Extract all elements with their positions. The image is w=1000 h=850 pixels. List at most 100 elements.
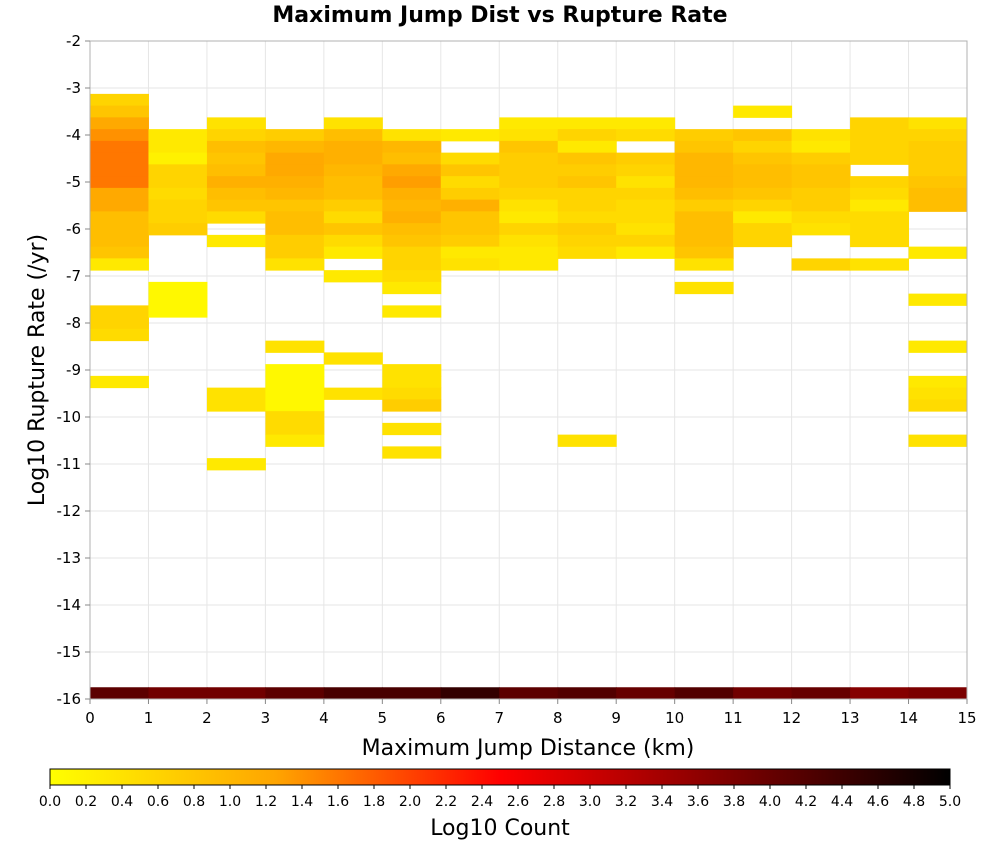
colorbar-label: Log10 Count [430, 816, 570, 841]
heatmap-bottom-cell [733, 687, 793, 699]
heatmap-cell [674, 140, 734, 154]
heatmap-cell [382, 387, 442, 400]
heatmap-cell [206, 199, 266, 212]
heatmap-cell [265, 140, 325, 154]
heatmap-cell [850, 234, 910, 248]
heatmap-cell [674, 199, 734, 212]
heatmap-cell [206, 164, 266, 177]
heatmap-cell [206, 234, 266, 248]
heatmap-cell [206, 152, 266, 165]
heatmap-cell [90, 164, 149, 177]
heatmap-bottom-cell [440, 687, 500, 699]
heatmap-cell [499, 211, 559, 224]
heatmap-cell [499, 117, 559, 130]
heatmap-cell [499, 140, 559, 154]
x-tick-label: 7 [494, 709, 504, 727]
heatmap-cell [499, 234, 559, 248]
heatmap-bottom-cell [850, 687, 910, 699]
heatmap-cell [323, 176, 383, 189]
heatmap-cell [440, 234, 500, 248]
heatmap-cell [265, 176, 325, 189]
heatmap-cell [850, 199, 910, 212]
x-tick-label: 8 [553, 709, 563, 727]
heatmap-cell [908, 152, 968, 165]
heatmap-cell [733, 211, 793, 224]
heatmap-cell [382, 211, 442, 224]
heatmap-cell [265, 411, 325, 424]
heatmap-cell [557, 434, 617, 447]
heatmap-cell [557, 140, 617, 154]
heatmap-cell [323, 117, 383, 130]
colorbar-tick-label: 2.6 [507, 794, 529, 810]
heatmap-cell [733, 129, 793, 142]
x-tick-label: 2 [202, 709, 212, 727]
heatmap-bottom-cell [499, 687, 559, 699]
heatmap-bottom-cell [908, 687, 968, 699]
heatmap-cell [616, 164, 676, 177]
heatmap-cell [90, 328, 149, 342]
heatmap-cell [206, 399, 266, 412]
heatmap-cell [908, 340, 968, 353]
heatmap-cell [382, 176, 442, 189]
x-tick-label: 6 [436, 709, 446, 727]
heatmap-cell [90, 105, 149, 118]
heatmap-cell [499, 187, 559, 201]
heatmap-cell [850, 223, 910, 236]
heatmap-cell [382, 164, 442, 177]
heatmap-cell [382, 140, 442, 154]
y-tick-label: -4 [66, 126, 81, 144]
colorbar-tick-label: 1.0 [219, 794, 241, 810]
heatmap-cell [90, 211, 149, 224]
heatmap-cell [674, 246, 734, 259]
heatmap-cell [382, 375, 442, 389]
heatmap-cell [674, 223, 734, 236]
heatmap-cell [323, 199, 383, 212]
heatmap-bottom-cell [616, 687, 676, 699]
heatmap-cell [908, 399, 968, 412]
colorbar-tick-label: 5.0 [939, 794, 961, 810]
heatmap-cell [206, 140, 266, 154]
heatmap-cell [90, 199, 149, 212]
heatmap-cell [674, 129, 734, 142]
colorbar-tick-label: 2.2 [435, 794, 457, 810]
x-tick-label: 11 [724, 709, 743, 727]
heatmap-cell [616, 223, 676, 236]
heatmap-cell [90, 187, 149, 201]
heatmap-cell [382, 399, 442, 412]
heatmap-cell [323, 164, 383, 177]
x-axis-label: Maximum Jump Distance (km) [362, 736, 695, 761]
colorbar-tick-label: 4.6 [867, 794, 889, 810]
heatmap-cell [265, 422, 325, 436]
heatmap-cell [90, 246, 149, 259]
heatmap-cell [265, 399, 325, 412]
colorbar-ticks: 0.0 0.2 0.4 0.6 0.8 1.0 1.2 1.4 1.6 1.8 2.0 2.2 2.4 2… [39, 785, 961, 810]
heatmap-cell [733, 176, 793, 189]
heatmap-cell [733, 199, 793, 212]
colorbar-tick-label: 0.0 [39, 794, 61, 810]
heatmap-cell [323, 352, 383, 365]
y-tick-label: -14 [57, 596, 82, 614]
x-tick-label: 12 [782, 709, 801, 727]
heatmap-cell [557, 199, 617, 212]
heatmap-cell [440, 258, 500, 271]
heatmap-cell [850, 129, 910, 142]
heatmap-cell [382, 270, 442, 283]
heatmap-cell [616, 246, 676, 259]
heatmap-cell [557, 246, 617, 259]
heatmap-cell [557, 187, 617, 201]
heatmap-cell [908, 375, 968, 389]
heatmap-cell [674, 281, 734, 295]
heatmap-cell [148, 199, 208, 212]
heatmap-cell [440, 164, 500, 177]
heatmap-cell [557, 152, 617, 165]
heatmap-cell [440, 152, 500, 165]
heatmap-cell [206, 387, 266, 400]
heatmap-bottom-cell [674, 687, 734, 699]
heatmap-cell [674, 234, 734, 248]
colorbar [49, 768, 951, 786]
heatmap-cell [265, 387, 325, 400]
heatmap-bottom-cell [90, 687, 149, 699]
heatmap-cell [616, 117, 676, 130]
colorbar-tick-label: 4.0 [759, 794, 781, 810]
